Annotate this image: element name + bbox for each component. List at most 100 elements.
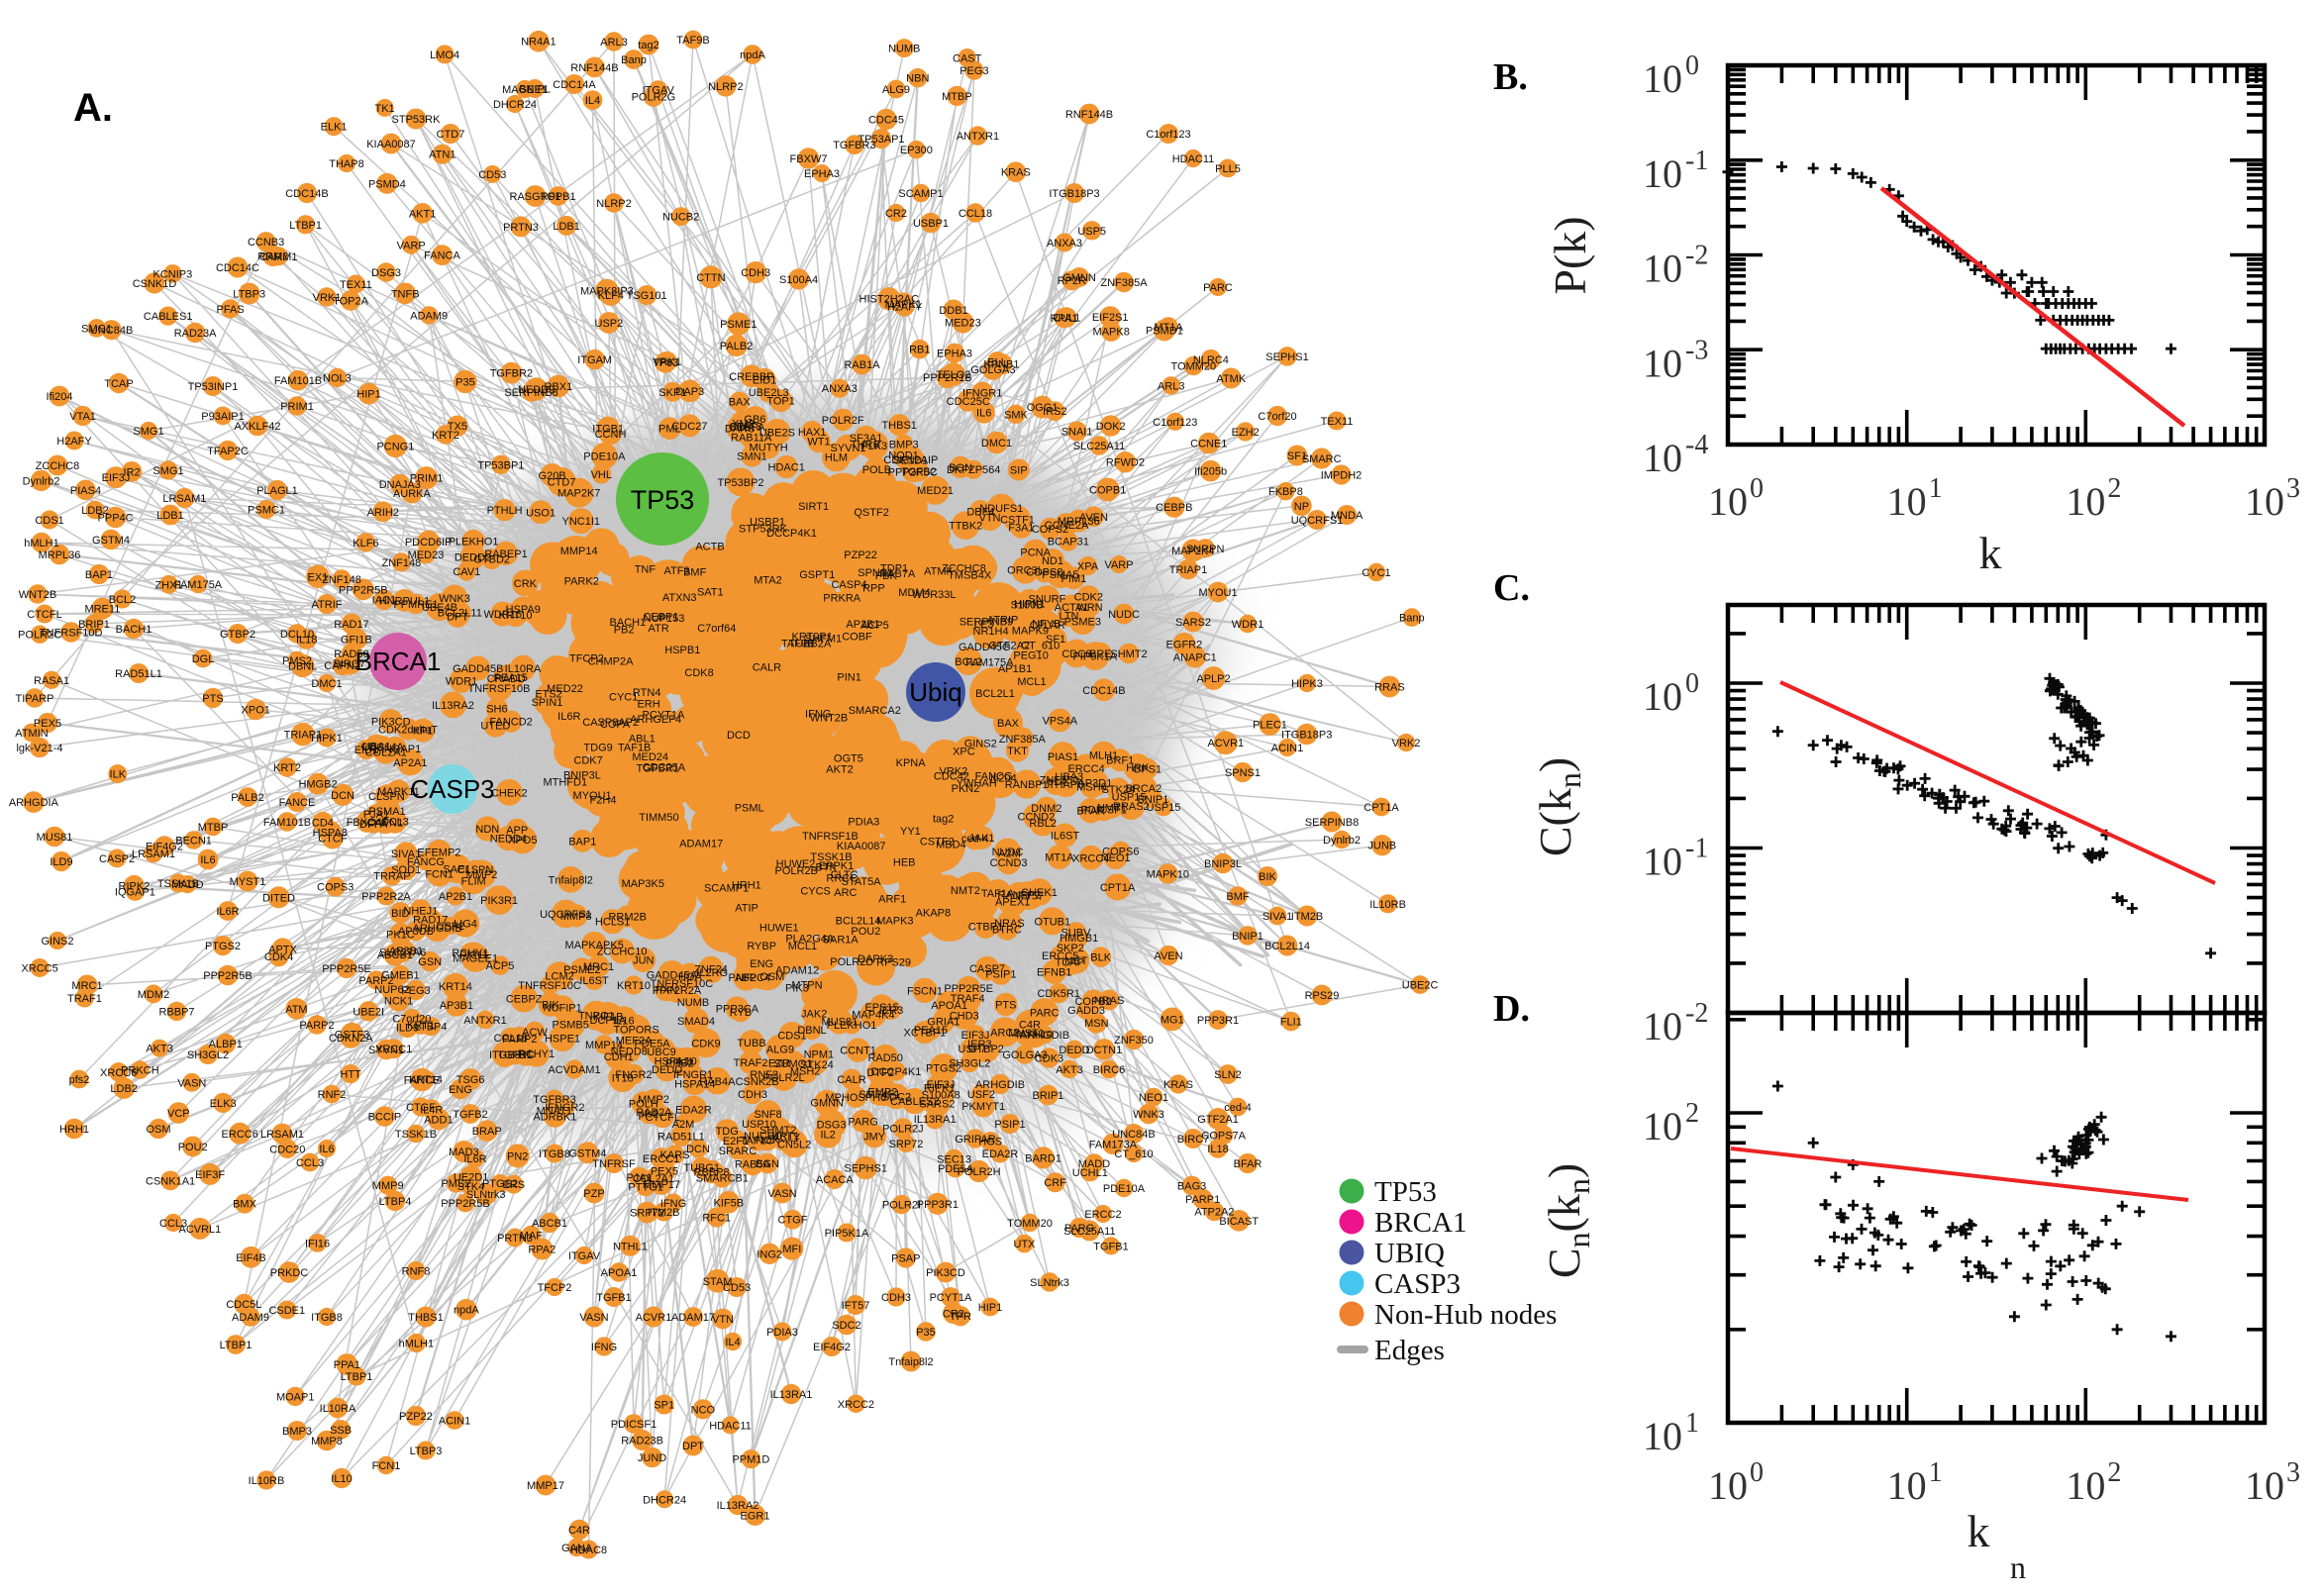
svg-text:2: 2 (2107, 473, 2121, 504)
svg-text:TSG101: TSG101 (627, 290, 667, 302)
svg-text:IL4: IL4 (585, 95, 600, 107)
svg-text:CHD3: CHD3 (950, 1010, 979, 1022)
svg-text:MED24: MED24 (632, 751, 668, 763)
svg-text:ADAM9: ADAM9 (232, 1312, 269, 1324)
svg-text:JUND: JUND (638, 1452, 666, 1464)
svg-text:THBS1: THBS1 (408, 1312, 443, 1324)
svg-text:SYVN1: SYVN1 (368, 1045, 404, 1056)
svg-text:PEA15: PEA15 (914, 1025, 948, 1037)
svg-text:10: 10 (1643, 1414, 1682, 1458)
svg-text:HRH1: HRH1 (732, 880, 761, 892)
svg-text:ANTXR1: ANTXR1 (957, 131, 999, 143)
svg-text:LTBP3: LTBP3 (410, 1446, 443, 1457)
svg-text:HTT: HTT (340, 1069, 361, 1081)
svg-text:Ubiq: Ubiq (909, 677, 961, 707)
svg-text:ALG9: ALG9 (882, 84, 910, 96)
svg-text:BIRC7: BIRC7 (1177, 1134, 1209, 1146)
svg-text:DSG3: DSG3 (817, 1120, 847, 1132)
svg-text:SRARC: SRARC (719, 1146, 758, 1157)
svg-text:TAF1A: TAF1A (981, 888, 1015, 900)
svg-text:ALG9: ALG9 (766, 1045, 794, 1056)
svg-text:2: 2 (2107, 1457, 2121, 1488)
svg-text:DGL: DGL (192, 653, 215, 665)
svg-text:CASP3: CASP3 (410, 774, 494, 804)
svg-text:MAPK10: MAPK10 (1147, 868, 1189, 880)
svg-text:BCL2: BCL2 (955, 656, 982, 668)
svg-text:SHFM1: SHFM1 (805, 634, 842, 646)
svg-text:SF1: SF1 (1046, 634, 1065, 646)
svg-text:ACIN1: ACIN1 (439, 1416, 470, 1428)
svg-text:USP5: USP5 (1077, 226, 1106, 238)
svg-text:WDR1: WDR1 (1232, 619, 1263, 631)
svg-text:SMARCB1: SMARCB1 (696, 1172, 749, 1184)
svg-text:ATF3: ATF3 (663, 565, 689, 577)
svg-text:TDG9: TDG9 (583, 743, 612, 754)
svg-text:CT_610: CT_610 (1114, 1148, 1153, 1160)
svg-text:CTD7: CTD7 (437, 129, 465, 141)
svg-text:ZNF385A: ZNF385A (1100, 277, 1148, 289)
svg-text:PDE10A: PDE10A (583, 450, 626, 462)
svg-text:-2: -2 (1685, 998, 1708, 1029)
svg-text:CSNK1A1: CSNK1A1 (146, 1175, 195, 1187)
svg-text:AP3B1: AP3B1 (389, 946, 423, 957)
svg-text:10: 10 (1643, 674, 1682, 719)
svg-text:EDA2R: EDA2R (982, 1148, 1019, 1160)
svg-text:DCN: DCN (686, 1144, 710, 1155)
svg-text:PDIA3: PDIA3 (848, 817, 879, 829)
svg-text:ERCC1: ERCC1 (643, 1153, 679, 1165)
svg-text:IFNG: IFNG (660, 1198, 686, 1210)
svg-text:UBE2C: UBE2C (1402, 980, 1439, 992)
svg-text:BCL2: BCL2 (109, 594, 137, 606)
svg-text:MOAP1: MOAP1 (276, 1391, 315, 1403)
svg-text:NLRC4: NLRC4 (1193, 354, 1229, 366)
svg-text:KIAA0087: KIAA0087 (837, 841, 886, 852)
svg-text:BNIP3L: BNIP3L (1204, 858, 1242, 870)
svg-text:PARK2: PARK2 (564, 575, 599, 587)
svg-text:AKT3: AKT3 (146, 1044, 173, 1055)
svg-text:EPHA3: EPHA3 (804, 168, 840, 180)
svg-text:ITGAM: ITGAM (577, 354, 612, 366)
svg-text:TFAP2C: TFAP2C (207, 446, 249, 457)
svg-text:ADAM17: ADAM17 (679, 839, 723, 850)
svg-text:QSTF2: QSTF2 (854, 507, 888, 519)
svg-text:PSIP1: PSIP1 (985, 969, 1016, 981)
svg-text:MTPN: MTPN (791, 980, 822, 992)
svg-text:OSM: OSM (146, 1124, 170, 1136)
svg-text:PIN1: PIN1 (837, 671, 860, 683)
svg-text:PSIP1: PSIP1 (994, 1119, 1025, 1131)
svg-text:ARF1: ARF1 (878, 894, 906, 906)
svg-text:PARP2: PARP2 (299, 1020, 334, 1032)
svg-text:ETS2: ETS2 (535, 689, 562, 701)
svg-text:NF2: NF2 (736, 972, 757, 984)
svg-text:0: 0 (1685, 668, 1699, 699)
svg-text:DHCR24: DHCR24 (493, 99, 537, 111)
svg-text:TDP1: TDP1 (880, 562, 908, 574)
svg-text:Edges: Edges (1374, 1335, 1445, 1366)
svg-text:TNFRSF: TNFRSF (592, 1158, 636, 1170)
svg-text:GINS2: GINS2 (41, 936, 73, 948)
svg-text:PIP5K1A: PIP5K1A (825, 1228, 869, 1240)
svg-text:CRF: CRF (1044, 1177, 1066, 1189)
svg-text:GOLGA3: GOLGA3 (1002, 1049, 1047, 1061)
svg-text:RCHY1: RCHY1 (452, 948, 488, 959)
svg-text:EIF4G2: EIF4G2 (813, 1342, 851, 1353)
svg-text:VTN: VTN (712, 1314, 734, 1326)
svg-text:CSNK2B: CSNK2B (736, 1076, 779, 1088)
svg-text:ADRBK1: ADRBK1 (533, 1111, 576, 1123)
svg-text:DHCR24: DHCR24 (643, 1494, 686, 1506)
svg-text:PCYT1A: PCYT1A (643, 709, 685, 721)
svg-text:CASP4: CASP4 (831, 579, 866, 591)
svg-text:SP1: SP1 (654, 1400, 674, 1412)
svg-text:LTBP1: LTBP1 (289, 220, 322, 232)
svg-text:CAST: CAST (953, 52, 982, 64)
svg-text:tag2: tag2 (638, 40, 658, 51)
svg-text:HRH1: HRH1 (59, 1124, 89, 1136)
svg-text:PRKDC: PRKDC (270, 1267, 309, 1279)
svg-text:NMT1: NMT1 (1097, 803, 1127, 815)
svg-text:XPA: XPA (1077, 561, 1099, 573)
svg-text:ANXA3: ANXA3 (822, 383, 858, 395)
svg-text:DPT: DPT (682, 1441, 704, 1452)
svg-text:TGFB1: TGFB1 (596, 1292, 631, 1304)
svg-text:NUMB: NUMB (888, 44, 920, 55)
svg-text:2: 2 (1685, 1098, 1699, 1129)
